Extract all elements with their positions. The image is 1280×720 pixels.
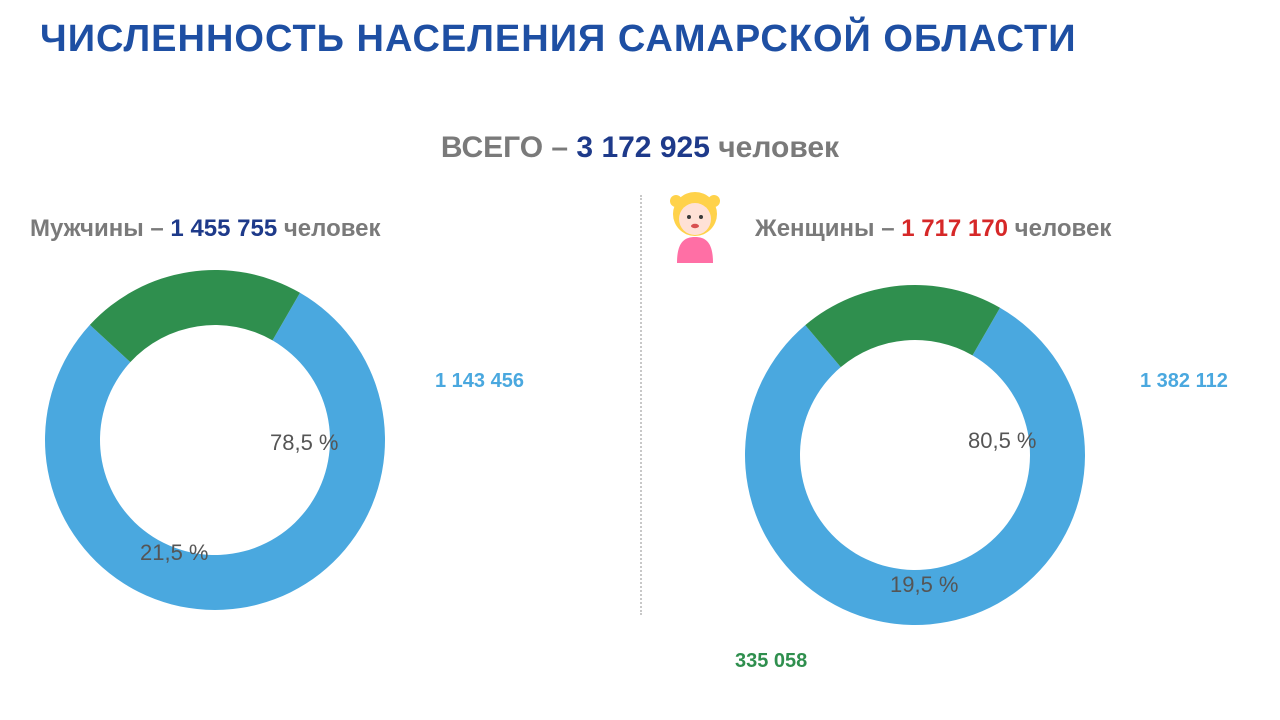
total-number: 3 172 925 (576, 131, 709, 164)
men-pct-green: 21,5 % (140, 540, 209, 566)
men-donut: 1 143 456 78,5 % 21,5 % (40, 265, 390, 615)
women-donut: 1 382 112 80,5 % 19,5 % 335 058 (740, 280, 1090, 630)
women-count-green: 335 058 (735, 650, 807, 673)
women-heading-label: Женщины – (755, 215, 901, 242)
men-count-blue: 1 143 456 (435, 370, 524, 393)
women-heading-suffix: человек (1008, 215, 1111, 242)
right-panel: Женщины – 1 717 170 человек 1 382 112 80… (640, 195, 1280, 675)
women-pct-blue: 80,5 % (968, 428, 1037, 454)
men-heading: Мужчины – 1 455 755 человек (30, 215, 381, 243)
women-pct-green: 19,5 % (890, 572, 959, 598)
men-heading-suffix: человек (277, 215, 380, 242)
left-panel: Мужчины – 1 455 755 человек 1 143 456 78… (0, 195, 640, 675)
men-heading-number: 1 455 755 (170, 215, 277, 242)
women-count-blue: 1 382 112 (1140, 370, 1228, 393)
total-label: ВСЕГО – (441, 131, 577, 164)
women-heading: Женщины – 1 717 170 человек (755, 215, 1111, 243)
panels: Мужчины – 1 455 755 человек 1 143 456 78… (0, 195, 1280, 675)
total-suffix: человек (710, 131, 839, 164)
page-title: ЧИСЛЕННОСТЬ НАСЕЛЕНИЯ САМАРСКОЙ ОБЛАСТИ (0, 0, 1280, 61)
men-heading-label: Мужчины – (30, 215, 170, 242)
total-row: ВСЕГО – 3 172 925 человек (0, 131, 1280, 165)
women-heading-number: 1 717 170 (901, 215, 1008, 242)
men-pct-blue: 78,5 % (270, 430, 339, 456)
